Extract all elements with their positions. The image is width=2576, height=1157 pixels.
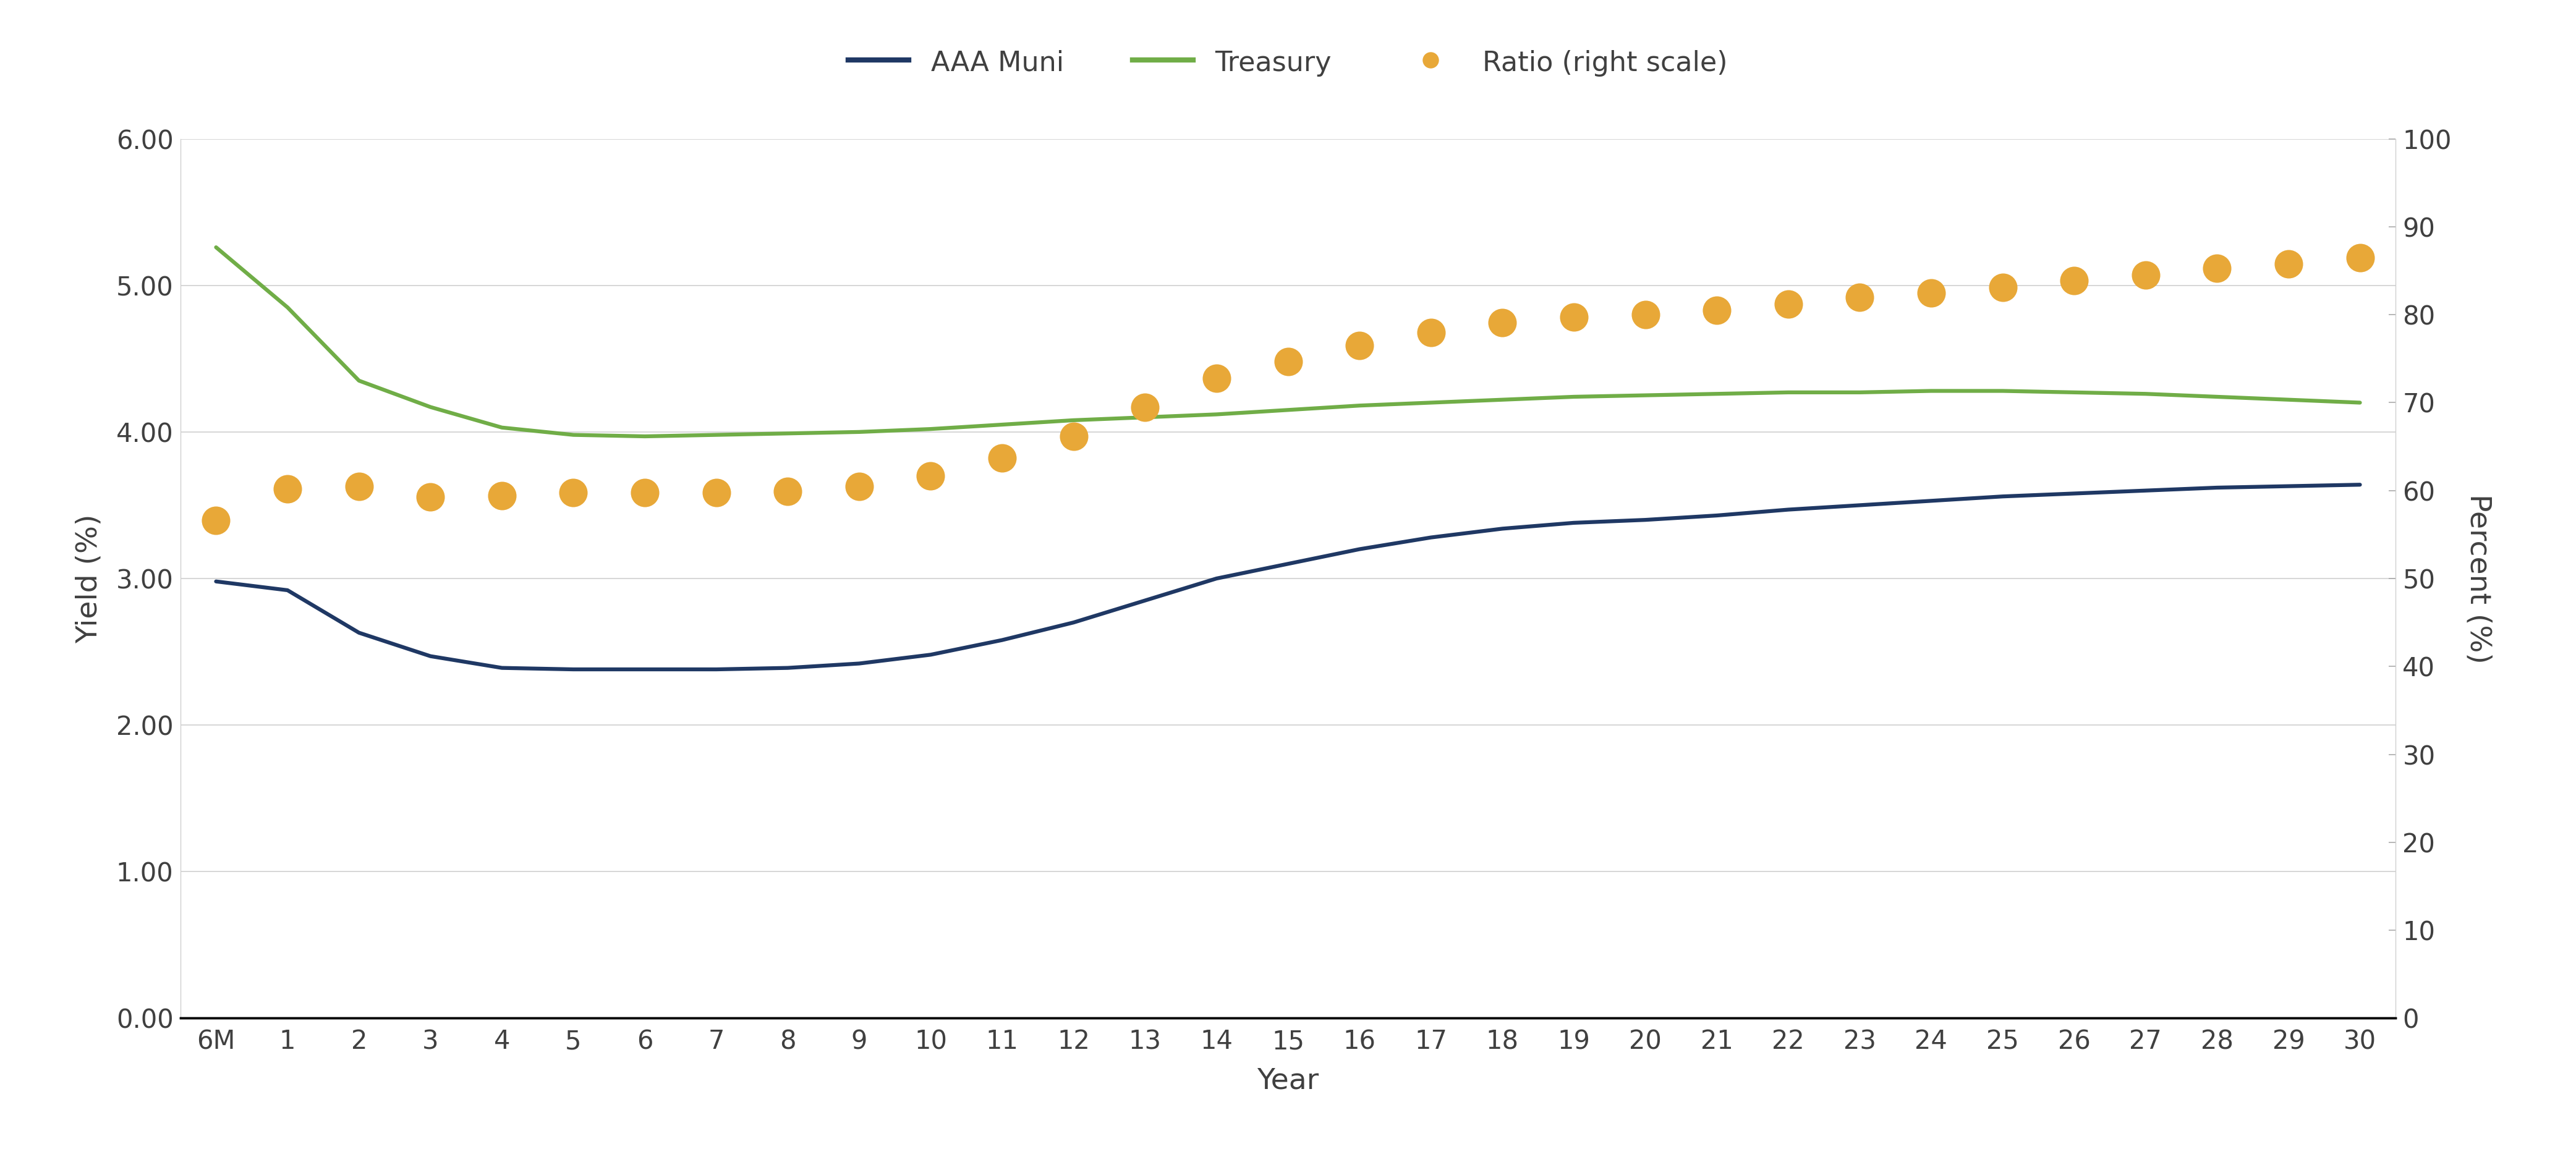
Y-axis label: Yield (%): Yield (%) [75, 514, 103, 643]
Point [2267, 255, 2308, 273]
Point [1409, 323, 1450, 341]
Point [410, 487, 451, 506]
Point [2125, 266, 2166, 285]
Point [1126, 398, 1167, 417]
Point [623, 484, 665, 502]
Y-axis label: Percent (%): Percent (%) [2465, 494, 2494, 663]
Point [268, 479, 309, 498]
Point [1340, 337, 1381, 355]
Point [768, 482, 809, 501]
Point [1767, 295, 1808, 314]
Point [554, 484, 595, 502]
Point [2053, 271, 2094, 289]
Point [196, 511, 237, 530]
Point [1054, 427, 1095, 445]
Point [1195, 369, 1236, 388]
Point [1267, 352, 1309, 370]
Point [909, 466, 951, 485]
Point [1481, 314, 1522, 332]
Point [1695, 301, 1736, 319]
Point [1625, 305, 1667, 324]
Point [696, 484, 737, 502]
Point [1553, 308, 1595, 326]
Point [1911, 283, 1953, 302]
Point [2339, 249, 2380, 267]
Point [482, 487, 523, 506]
Point [1981, 278, 2022, 296]
Legend: AAA Muni, Treasury, Ratio (right scale): AAA Muni, Treasury, Ratio (right scale) [837, 38, 1739, 88]
Point [981, 449, 1023, 467]
Point [840, 477, 881, 495]
Point [337, 477, 379, 495]
Point [2197, 259, 2239, 278]
X-axis label: Year: Year [1257, 1067, 1319, 1096]
Point [1839, 288, 1880, 307]
